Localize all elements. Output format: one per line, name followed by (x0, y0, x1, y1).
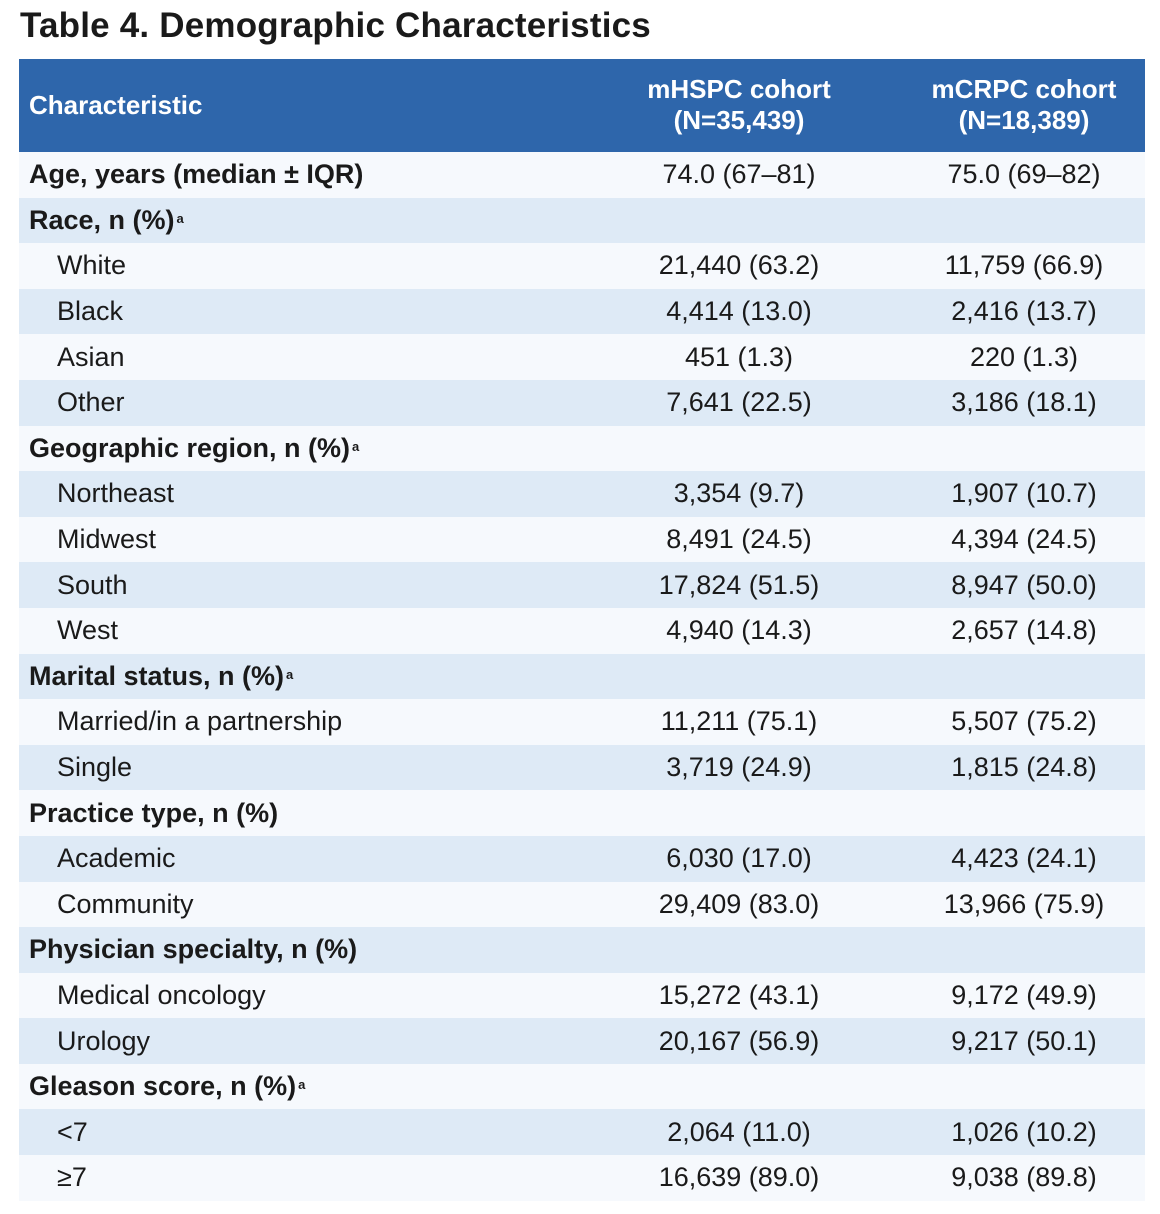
mcrpc-value: 1,026 (10.2) (951, 1116, 1097, 1147)
row-label: Academic (57, 843, 176, 874)
row-label: South (57, 569, 128, 600)
mhspc-value: 74.0 (67–81) (662, 159, 816, 190)
footnote-marker: a (176, 210, 184, 226)
table-row: <7 2,064 (11.0) 1,026 (10.2) (19, 1109, 1145, 1156)
table-row-section: Race, n (%) a (19, 197, 1145, 244)
row-label: Asian (57, 341, 125, 372)
mhspc-value: 11,211 (75.1) (660, 706, 818, 737)
mcrpc-value: 3,186 (18.1) (951, 387, 1097, 418)
header-mhspc-n: (N=35,439) (673, 105, 805, 135)
table-row: Northeast 3,354 (9.7) 1,907 (10.7) (19, 471, 1145, 517)
section-label-text: Gleason score, n (%) (29, 1071, 297, 1102)
table-row: South 17,824 (51.5) 8,947 (50.0) (19, 562, 1145, 608)
mhspc-value: 17,824 (51.5) (658, 569, 820, 600)
table-row: Black 4,414 (13.0) 2,416 (13.7) (19, 288, 1145, 335)
table-row: Other 7,641 (22.5) 3,186 (18.1) (19, 379, 1145, 426)
row-label: Midwest (57, 524, 157, 555)
header-characteristic: Characteristic (29, 90, 203, 120)
header-mhspc-name: mHSPC cohort (647, 74, 831, 104)
mcrpc-value: 9,217 (50.1) (951, 1025, 1097, 1056)
mcrpc-value: 2,657 (14.8) (951, 615, 1097, 646)
row-label: West (57, 615, 119, 646)
mhspc-value: 20,167 (56.9) (658, 1025, 820, 1056)
mhspc-value: 6,030 (17.0) (666, 843, 812, 874)
mhspc-value: 29,409 (83.0) (658, 888, 820, 919)
section-label: Race, n (%) a (29, 198, 184, 244)
table-row: Medical oncology 15,272 (43.1) 9,172 (49… (19, 972, 1145, 1019)
table-row-section: Geographic region, n (%) a (19, 425, 1145, 472)
mhspc-value: 3,719 (24.9) (666, 752, 812, 783)
section-label: Practice type, n (%) (29, 797, 279, 828)
table-row: White 21,440 (63.2) 11,759 (66.9) (19, 243, 1145, 289)
table-row: West 4,940 (14.3) 2,657 (14.8) (19, 607, 1145, 654)
mhspc-value: 7,641 (22.5) (666, 387, 812, 418)
header-mcrpc-cohort: mCRPC cohort (N=18,389) (874, 74, 1160, 136)
row-label: Medical oncology (57, 979, 266, 1010)
row-label: ≥7 (57, 1162, 87, 1193)
demographics-table: Characteristic mHSPC cohort (N=35,439) m… (19, 59, 1145, 1201)
section-label: Physician specialty, n (%) (29, 934, 358, 965)
mcrpc-value: 4,423 (24.1) (951, 843, 1097, 874)
row-label: Single (57, 752, 133, 783)
table-row: Academic 6,030 (17.0) 4,423 (24.1) (19, 835, 1145, 882)
table-title: Table 4. Demographic Characteristics (20, 6, 651, 45)
mcrpc-value: 9,038 (89.8) (951, 1162, 1097, 1193)
mhspc-value: 15,272 (43.1) (658, 979, 820, 1010)
section-label-text: Race, n (%) (29, 204, 175, 235)
row-label: Married/in a partnership (57, 706, 343, 737)
table-row: Urology 20,167 (56.9) 9,217 (50.1) (19, 1018, 1145, 1064)
table-row: Age, years (median ± IQR) 74.0 (67–81) 7… (19, 152, 1145, 198)
mcrpc-value: 5,507 (75.2) (951, 706, 1097, 737)
mcrpc-value: 13,966 (75.9) (943, 888, 1105, 919)
section-label-text: Marital status, n (%) (29, 660, 285, 691)
table-row: Single 3,719 (24.9) 1,815 (24.8) (19, 744, 1145, 791)
row-label: Community (57, 888, 194, 919)
table-header: Characteristic mHSPC cohort (N=35,439) m… (19, 59, 1145, 152)
table-row: Community 29,409 (83.0) 13,966 (75.9) (19, 881, 1145, 928)
mhspc-value: 21,440 (63.2) (658, 250, 820, 281)
mcrpc-value: 8,947 (50.0) (951, 569, 1097, 600)
header-mcrpc-name: mCRPC cohort (931, 74, 1117, 104)
table-row-section: Practice type, n (%) (19, 790, 1145, 836)
mhspc-value: 16,639 (89.0) (658, 1162, 820, 1193)
mcrpc-value: 4,394 (24.5) (951, 524, 1097, 555)
footnote-marker: a (298, 1077, 306, 1093)
mhspc-value: 451 (1.3) (684, 341, 794, 372)
mcrpc-value: 75.0 (69–82) (947, 159, 1101, 190)
mcrpc-value: 220 (1.3) (969, 341, 1079, 372)
table-row-section: Gleason score, n (%) a (19, 1063, 1145, 1110)
mcrpc-value: 1,815 (24.8) (951, 752, 1097, 783)
mhspc-value: 2,064 (11.0) (667, 1116, 811, 1147)
section-label-text: Geographic region, n (%) (29, 432, 351, 463)
footnote-marker: a (286, 666, 294, 682)
mcrpc-value: 11,759 (66.9) (944, 250, 1104, 281)
table-row: ≥7 16,639 (89.0) 9,038 (89.8) (19, 1155, 1145, 1201)
row-label: <7 (57, 1116, 88, 1147)
row-label: Age, years (median ± IQR) (29, 159, 364, 190)
footnote-marker: a (352, 438, 360, 454)
table-row-section: Marital status, n (%) a (19, 653, 1145, 700)
row-label: White (57, 250, 127, 281)
row-label: Other (57, 387, 125, 418)
mhspc-value: 8,491 (24.5) (666, 524, 812, 555)
section-label: Geographic region, n (%) a (29, 426, 359, 472)
section-label: Marital status, n (%) a (29, 654, 293, 700)
mcrpc-value: 1,907 (10.7) (951, 478, 1097, 509)
mhspc-value: 3,354 (9.7) (673, 478, 805, 509)
table-row: Asian 451 (1.3) 220 (1.3) (19, 334, 1145, 380)
mcrpc-value: 9,172 (49.9) (951, 979, 1097, 1010)
mcrpc-value: 2,416 (13.7) (951, 296, 1097, 327)
header-mhspc-cohort: mHSPC cohort (N=35,439) (589, 74, 889, 136)
mhspc-value: 4,414 (13.0) (666, 296, 812, 327)
mhspc-value: 4,940 (14.3) (666, 615, 812, 646)
table-row: Midwest 8,491 (24.5) 4,394 (24.5) (19, 516, 1145, 563)
row-label: Northeast (57, 478, 175, 509)
table-row-section: Physician specialty, n (%) (19, 927, 1145, 973)
header-mcrpc-n: (N=18,389) (958, 105, 1090, 135)
row-label: Urology (57, 1025, 151, 1056)
row-label: Black (57, 296, 124, 327)
table-row: Married/in a partnership 11,211 (75.1) 5… (19, 699, 1145, 745)
section-label: Gleason score, n (%) a (29, 1064, 305, 1110)
